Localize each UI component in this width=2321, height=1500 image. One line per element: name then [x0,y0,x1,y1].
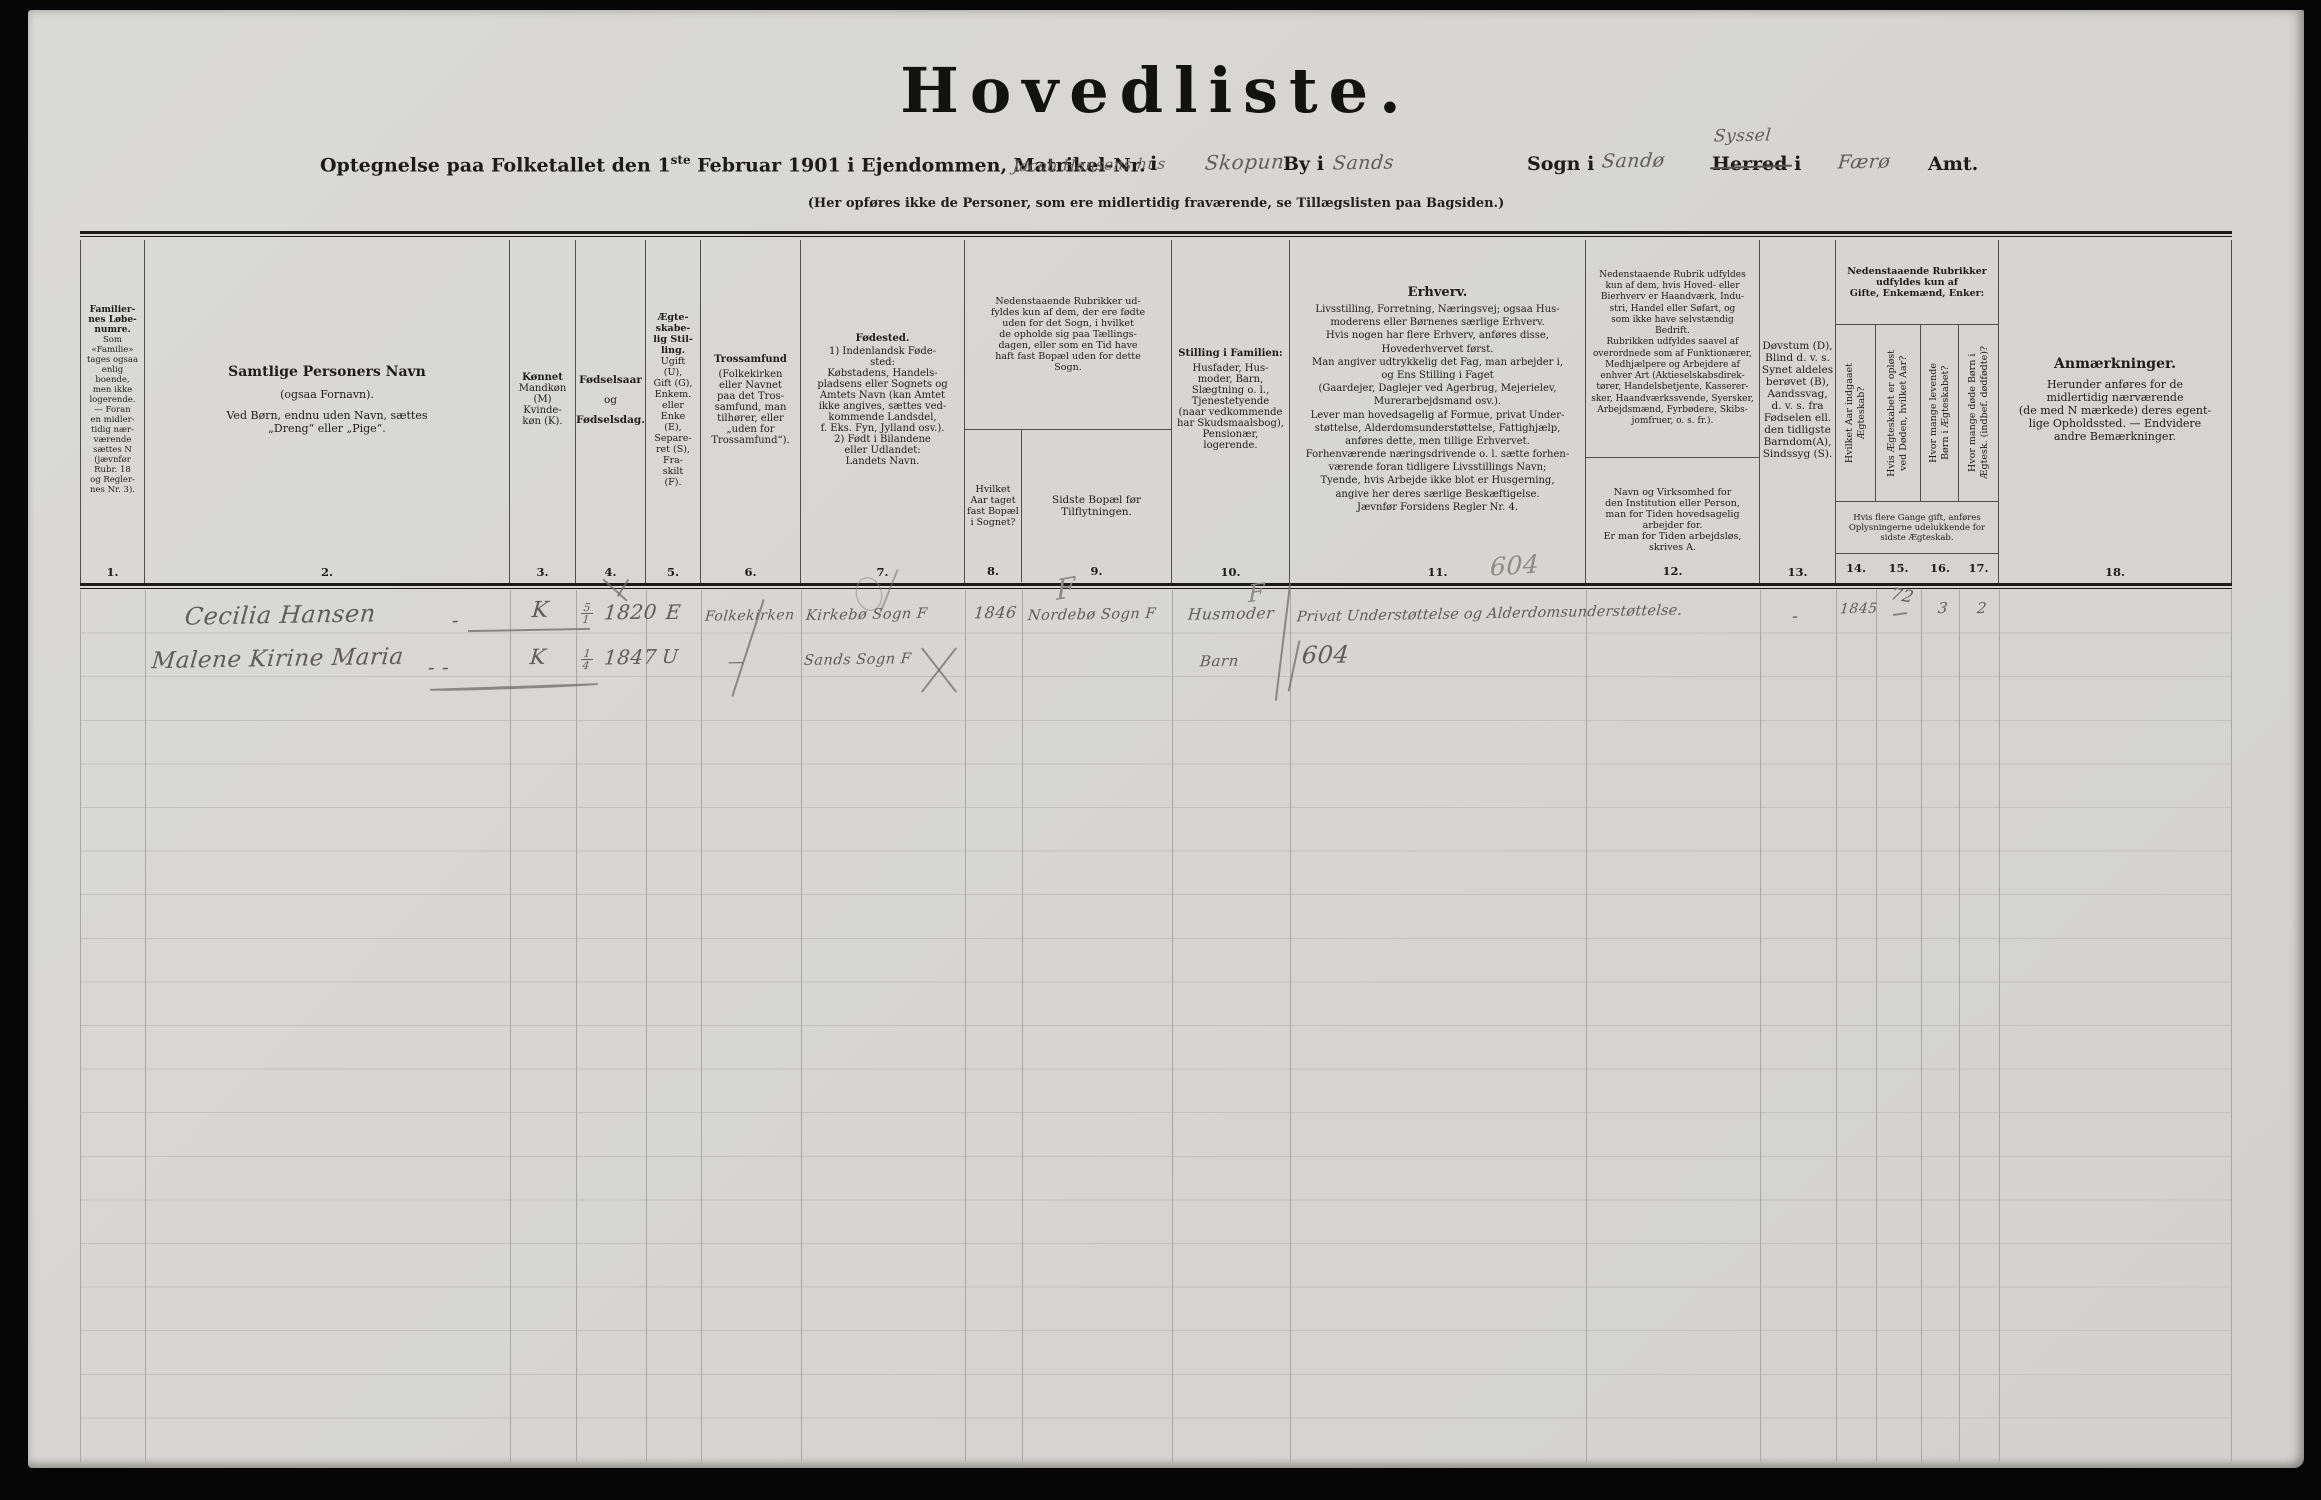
hw-name-dash: - - [426,654,451,680]
column-header-14: Hvilket Aar indgaaet Ægteskab? [1836,325,1876,501]
column-header-18: Anmærkninger. Herunder anføres for de mi… [1999,240,2232,583]
printed-by-label: By i [1283,153,1324,175]
column-header-11: Erhverv. Livsstilling, Forretning, Nærin… [1290,240,1586,583]
header-bottom-rule-thin [80,588,2232,589]
hw-sex: K [530,597,551,624]
note-line: (Her opføres ikke de Personer, som ere m… [807,196,1505,211]
column-header-10: Stilling i Familien: Husfader, Hus- mode… [1172,240,1290,583]
handwritten-amt: Færø [1836,150,1892,174]
hw-birthyear: 1847 [602,644,659,670]
column-header-3: Kønnet Mandkøn (M) Kvinde- køn (K). 3. [510,240,576,583]
column-number-18: 18. [2104,565,2125,579]
handwritten-matrikel: Jacob Hansens hus [1012,154,1167,176]
column-number-17: 17. [1968,560,1989,575]
column-header-4: Fødselsaar og Fødselsdag. 4. [576,240,646,583]
hw-family-position: Barn [1199,651,1240,671]
census-header-printed: Optegnelse paa Folketallet den 1ste Febr… [320,153,1146,177]
hw-settled-year: 1846 [973,602,1018,623]
handwritten-syssel: Syssel [1713,125,1773,147]
handwritten-sogn: Sandø [1600,149,1666,173]
pencil-f-mark: F [1248,577,1266,609]
column-number-3: 3. [536,565,549,579]
table-top-rule [80,231,2232,234]
column-number-4: 4. [604,565,617,579]
column-number-1: 1. [106,565,119,579]
column-header-16: Hvor mange levende Børn i Ægteskabet? [1921,325,1959,501]
hw-occupation-number: 604 [1300,640,1351,670]
column-number-9: 9. [1090,564,1103,578]
column-number-13: 13. [1787,565,1808,579]
column-number-10: 10. [1220,565,1241,579]
column-header-6: Trossamfund (Folkekirken eller Navnet pa… [701,240,801,583]
column-header-1: Familier- nes Løbe- numre. Som «Familie»… [80,240,145,583]
hw-name: Malene Kirine Maria [150,643,405,675]
hw-sex: K [528,644,548,670]
column-number-16: 16. [1929,560,1950,575]
column-number-7: 7. [876,565,889,579]
column-header-7: Fødested. 1) Indenlandsk Føde- sted: Køb… [801,240,965,583]
printed-amt-label: Amt. [1928,153,1979,175]
hw-civil-status: U [661,645,680,669]
column-number-11: 11. [1427,565,1448,579]
handwritten-sted: Skopun [1203,149,1286,175]
column-12-bottom-note: Navn og Virksomhed for den Institution e… [1586,458,1759,582]
column-header-17: Hvor mange døde Børn i Ægtesk. (indbef. … [1966,346,1990,480]
column-header-12: Nedenstaaende Rubrik udfyldes kun af dem… [1586,240,1760,583]
hw-marriage-year: 1845 [1839,600,1879,618]
header-bottom-rule [80,583,2232,586]
column-number-8: 8. [986,564,999,578]
hw-faith: Folkekirken [704,607,796,625]
column-number-2: 2. [320,565,333,579]
column-number-5: 5. [666,565,679,579]
column-number-12: 12. [1662,564,1683,578]
hw-last-residence: Nordebø Sogn F [1027,605,1157,625]
column-header-8: Hvilket Aar taget fast Bopæl i Sognet? 8… [965,430,1022,582]
column-group-14-17-note: Nedenstaaende Rubrikker udfyldes kun af … [1836,240,1998,325]
column-group-14-17-footer: Hvis flere Gange gift, anføres Oplysning… [1836,502,1998,554]
handwritten-by: Sands [1331,151,1396,175]
column-number-6: 6. [744,565,757,579]
hw-family-position: Husmoder [1187,604,1275,624]
column-12-top-note: Nedenstaaende Rubrik udfyldes kun af dem… [1586,240,1759,458]
hw-children-alive: 3 [1937,598,1949,618]
column-group-8-9-note: Nedenstaaende Rubrikker ud- fyldes kun a… [965,240,1171,430]
table-top-rule-thin [80,236,2232,237]
hw-name: Cecilia Hansen [183,599,378,631]
hw-birthplace: Sands Sogn F [803,651,912,669]
printed-herred-label: Herred i [1712,153,1802,175]
hw-civil-status: E [664,599,683,625]
column-header-9: Sidste Bopæl før Tilflytningen. 9. [1022,430,1171,582]
hw-children-dead: 2 [1976,598,1988,618]
column-number-14: 14. [1845,560,1866,575]
pencil-f-mark: F [1055,570,1077,607]
column-header-13: Døvstum (D), Blind d. v. s. Synet aldele… [1760,240,1836,583]
page-title: Hovedliste. [900,54,1412,127]
table-body [80,590,2232,1462]
column-header-2: Samtlige Personers Navn (ogsaa Fornavn).… [145,240,510,583]
column-header-15: Hvis Ægteskabet er opløst ved Døden, hvi… [1876,325,1921,501]
printed-i: i [1150,153,1158,175]
column-group-8-9: Nedenstaaende Rubrikker ud- fyldes kun a… [965,240,1172,583]
printed-sogn-label: Sogn i [1527,153,1595,175]
column-number-15: 15. [1888,560,1909,575]
pencil-number-604: 604 [1489,549,1540,582]
column-group-14-17: Nedenstaaende Rubrikker udfyldes kun af … [1836,240,1999,583]
hw-birthyear: 1820 [602,599,659,625]
column-header-5: Ægte- skabe- lig Stil- ling. Ugift (U), … [646,240,701,583]
